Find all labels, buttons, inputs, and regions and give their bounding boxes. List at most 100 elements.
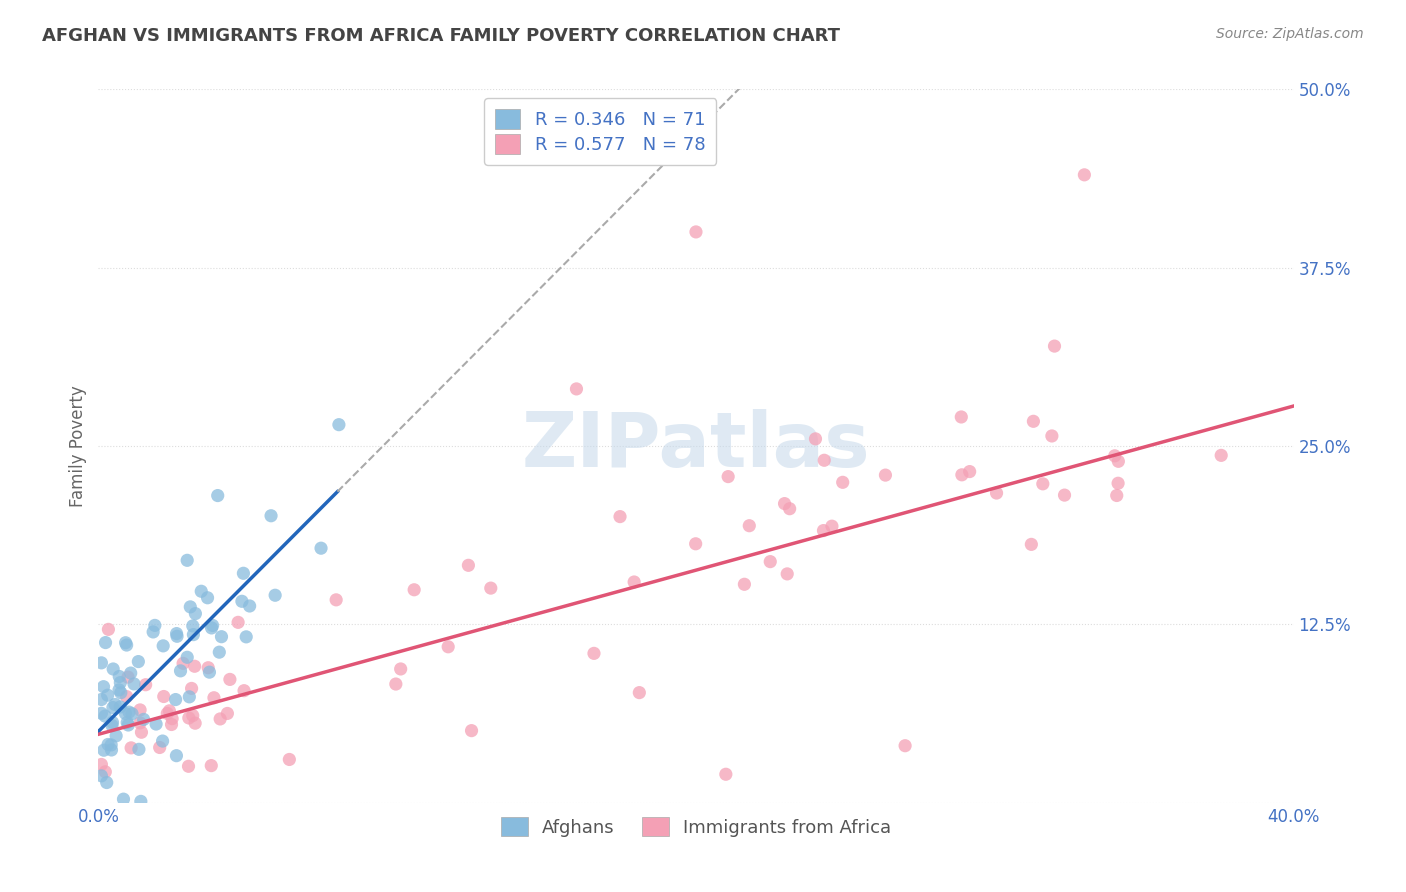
Point [875, 468, 897, 483]
Point [129, 794, 152, 808]
Point [152, 639, 174, 653]
Point [157, 704, 180, 718]
Point [1211, 449, 1233, 463]
Point [105, 729, 128, 743]
Point [437, 640, 460, 654]
Point [135, 678, 157, 692]
Point [132, 712, 155, 726]
Point [108, 669, 131, 683]
Point [986, 486, 1008, 500]
Point [197, 591, 219, 605]
Point [177, 711, 200, 725]
Point [201, 618, 224, 632]
Point [181, 619, 204, 633]
Point [90, 692, 112, 706]
Point [460, 723, 482, 738]
Point [180, 681, 202, 696]
Point [149, 740, 172, 755]
Point [733, 577, 755, 591]
Point [93, 743, 115, 757]
Point [181, 708, 204, 723]
Point [100, 743, 122, 757]
Point [114, 636, 136, 650]
Point [1105, 488, 1128, 502]
Point [108, 682, 131, 697]
Point [328, 417, 350, 432]
Point [1043, 339, 1066, 353]
Point [121, 706, 143, 721]
Point [738, 518, 761, 533]
Point [198, 665, 221, 680]
Point [217, 706, 239, 721]
Point [165, 748, 187, 763]
Point [96, 775, 118, 789]
Point [90, 769, 112, 783]
Point [565, 382, 588, 396]
Point [142, 624, 165, 639]
Point [235, 630, 257, 644]
Point [1053, 488, 1076, 502]
Point [1021, 537, 1043, 551]
Point [717, 469, 740, 483]
Point [127, 655, 149, 669]
Point [208, 645, 231, 659]
Point [108, 699, 131, 714]
Point [779, 501, 801, 516]
Point [97, 738, 120, 752]
Point [160, 717, 183, 731]
Point [260, 508, 283, 523]
Point [152, 734, 174, 748]
Point [385, 677, 408, 691]
Point [90, 656, 112, 670]
Point [93, 680, 115, 694]
Point [94, 709, 117, 723]
Point [177, 759, 200, 773]
Point [115, 638, 138, 652]
Text: AFGHAN VS IMMIGRANTS FROM AFRICA FAMILY POVERTY CORRELATION CHART: AFGHAN VS IMMIGRANTS FROM AFRICA FAMILY … [42, 27, 841, 45]
Point [582, 646, 605, 660]
Point [156, 706, 179, 721]
Point [97, 623, 120, 637]
Point [200, 758, 222, 772]
Point [143, 618, 166, 632]
Point [1040, 429, 1063, 443]
Point [101, 662, 124, 676]
Point [176, 553, 198, 567]
Point [202, 690, 225, 705]
Point [165, 692, 187, 706]
Point [1107, 476, 1129, 491]
Point [773, 497, 796, 511]
Point [129, 703, 152, 717]
Point [94, 764, 117, 779]
Point [325, 592, 347, 607]
Point [278, 752, 301, 766]
Point [404, 582, 426, 597]
Point [183, 659, 205, 673]
Point [776, 566, 799, 581]
Point [179, 690, 201, 704]
Point [759, 555, 782, 569]
Point [169, 664, 191, 678]
Point [950, 409, 973, 424]
Point [172, 657, 194, 671]
Point [609, 509, 631, 524]
Point [950, 467, 973, 482]
Point [97, 688, 120, 702]
Point [309, 541, 332, 556]
Point [101, 715, 124, 730]
Point [166, 626, 188, 640]
Point [112, 792, 135, 806]
Point [152, 690, 174, 704]
Point [101, 700, 124, 714]
Point [233, 683, 256, 698]
Point [184, 716, 207, 731]
Point [813, 453, 835, 467]
Point [131, 725, 153, 739]
Point [804, 432, 827, 446]
Point [813, 524, 835, 538]
Text: ZIPatlas: ZIPatlas [522, 409, 870, 483]
Point [110, 686, 132, 700]
Point [389, 662, 412, 676]
Point [176, 650, 198, 665]
Point [101, 718, 124, 732]
